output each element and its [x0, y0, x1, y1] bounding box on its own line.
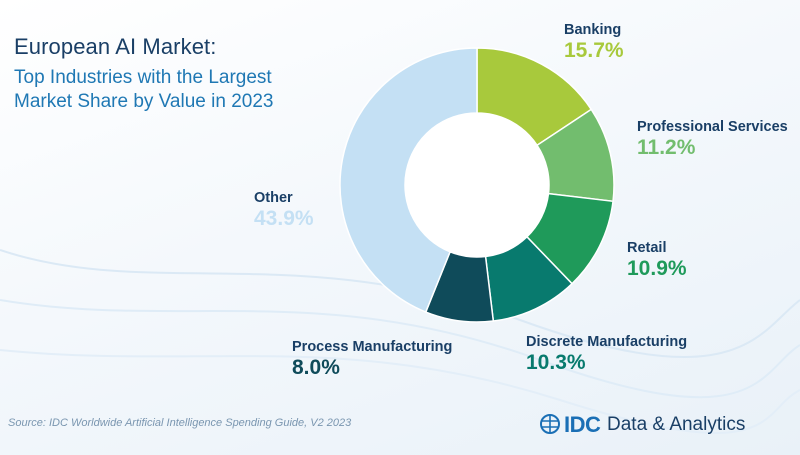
segment-label-process-manufacturing: Process Manufacturing 8.0%	[292, 339, 452, 380]
segment-value: 10.3%	[526, 351, 586, 374]
segment-name: Other	[254, 190, 293, 206]
segment-label-banking: Banking 15.7%	[564, 22, 624, 63]
segment-label-other: Other 43.9%	[254, 190, 314, 231]
segment-label-discrete-manufacturing: Discrete Manufacturing 10.3%	[526, 334, 687, 375]
donut-hole	[405, 113, 549, 257]
segment-value: 15.7%	[564, 39, 624, 62]
segment-name: Discrete Manufacturing	[526, 334, 688, 350]
segment-value: 11.2%	[637, 136, 696, 159]
segment-name: Banking	[564, 22, 622, 38]
brand-tagline: Data & Analytics	[607, 414, 746, 435]
idc-globe-icon	[540, 414, 560, 434]
chart-subtitle: Top Industries with the Largest Market S…	[14, 67, 274, 112]
source-note: Source: IDC Worldwide Artificial Intelli…	[8, 417, 352, 429]
segment-label-professional-services: Professional Services 11.2%	[637, 119, 788, 160]
chart-title: European AI Market:	[14, 34, 217, 59]
segment-name: Retail	[627, 240, 667, 256]
brand-name: IDC	[564, 412, 601, 437]
segment-name: Process Manufacturing	[292, 339, 453, 355]
segment-value: 10.9%	[627, 257, 687, 280]
segment-value: 8.0%	[292, 356, 340, 379]
segment-value: 43.9%	[254, 207, 314, 230]
segment-label-retail: Retail 10.9%	[627, 240, 687, 281]
segment-name: Professional Services	[637, 119, 788, 135]
